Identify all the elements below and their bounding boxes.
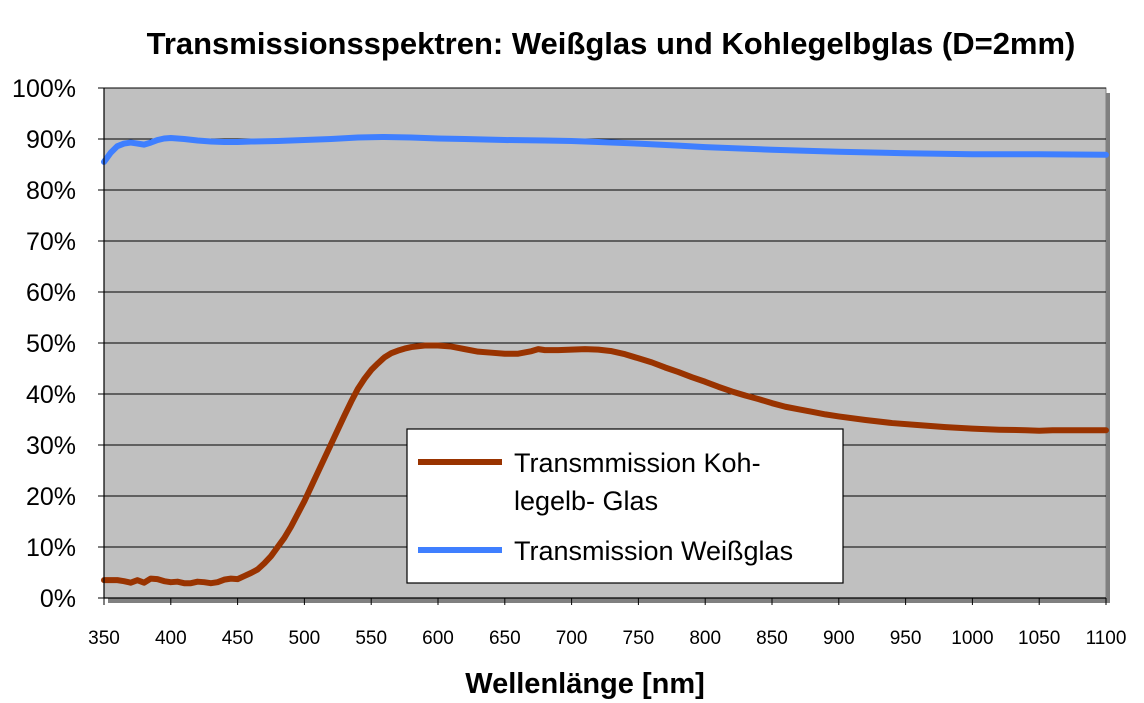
y-tick-label: 10% [26, 534, 76, 562]
y-tick-label: 20% [26, 483, 76, 511]
x-tick-label: 700 [556, 628, 588, 649]
x-axis-label: Wellenlänge [nm] [465, 668, 705, 700]
y-tick-label: 0% [40, 585, 76, 613]
legend-box [406, 428, 844, 584]
x-tick-label: 750 [623, 628, 655, 649]
legend-label-kohlegelb-line2: legelb- Glas [514, 486, 658, 516]
series-line-weissglas [101, 133, 1109, 165]
x-tick-label: 850 [756, 628, 788, 649]
y-tick-label: 90% [26, 126, 76, 154]
series-lines [101, 133, 1109, 587]
x-axis-ticks: 350 400 450 500 550 600 650 700 750 800 850 900 950 1… [88, 598, 1126, 649]
x-tick-label: 800 [689, 628, 721, 649]
x-tick-label: 1050 [1018, 628, 1060, 649]
y-tick-label: 80% [26, 177, 76, 205]
x-tick-label: 400 [155, 628, 187, 649]
x-tick-label: 550 [355, 628, 387, 649]
legend-label-kohlegelb-line1: Transmmission Koh- [514, 448, 761, 478]
y-tick-label: 60% [26, 279, 76, 307]
x-tick-label: 1000 [951, 628, 993, 649]
y-tick-label: 100% [12, 75, 76, 103]
chart-title: Transmissionsspektren: Weißglas und Kohl… [147, 26, 1076, 61]
x-tick-label: 350 [88, 628, 120, 649]
legend-label-weissglas: Transmission Weißglas [514, 536, 793, 566]
x-tick-label: 650 [489, 628, 521, 649]
y-tick-label: 30% [26, 432, 76, 460]
y-axis-ticks: 0% 10% 20% 30% 40% 50% 60% 70% 80% 90% 100% [12, 75, 104, 613]
x-tick-label: 600 [422, 628, 454, 649]
legend: Transmmission Koh- legelb- Glas Transmis… [406, 428, 844, 584]
y-tick-label: 50% [26, 330, 76, 358]
y-tick-label: 40% [26, 381, 76, 409]
x-tick-label: 950 [890, 628, 922, 649]
x-tick-label: 1100 [1086, 628, 1127, 649]
x-tick-label: 900 [823, 628, 855, 649]
y-tick-label: 70% [26, 228, 76, 256]
series-line-kohlegelbglas [101, 342, 1109, 587]
x-tick-label: 500 [289, 628, 321, 649]
x-tick-label: 450 [222, 628, 254, 649]
